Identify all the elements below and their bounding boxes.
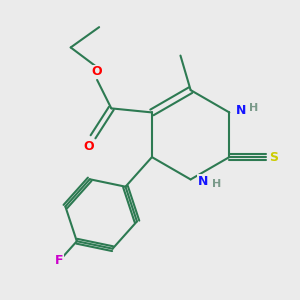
Text: H: H	[212, 178, 222, 188]
Text: F: F	[55, 254, 64, 267]
Text: H: H	[249, 103, 258, 113]
Text: S: S	[269, 151, 278, 164]
Text: O: O	[84, 140, 94, 154]
Text: N: N	[198, 175, 208, 188]
Text: O: O	[92, 65, 102, 78]
Text: N: N	[236, 104, 247, 117]
